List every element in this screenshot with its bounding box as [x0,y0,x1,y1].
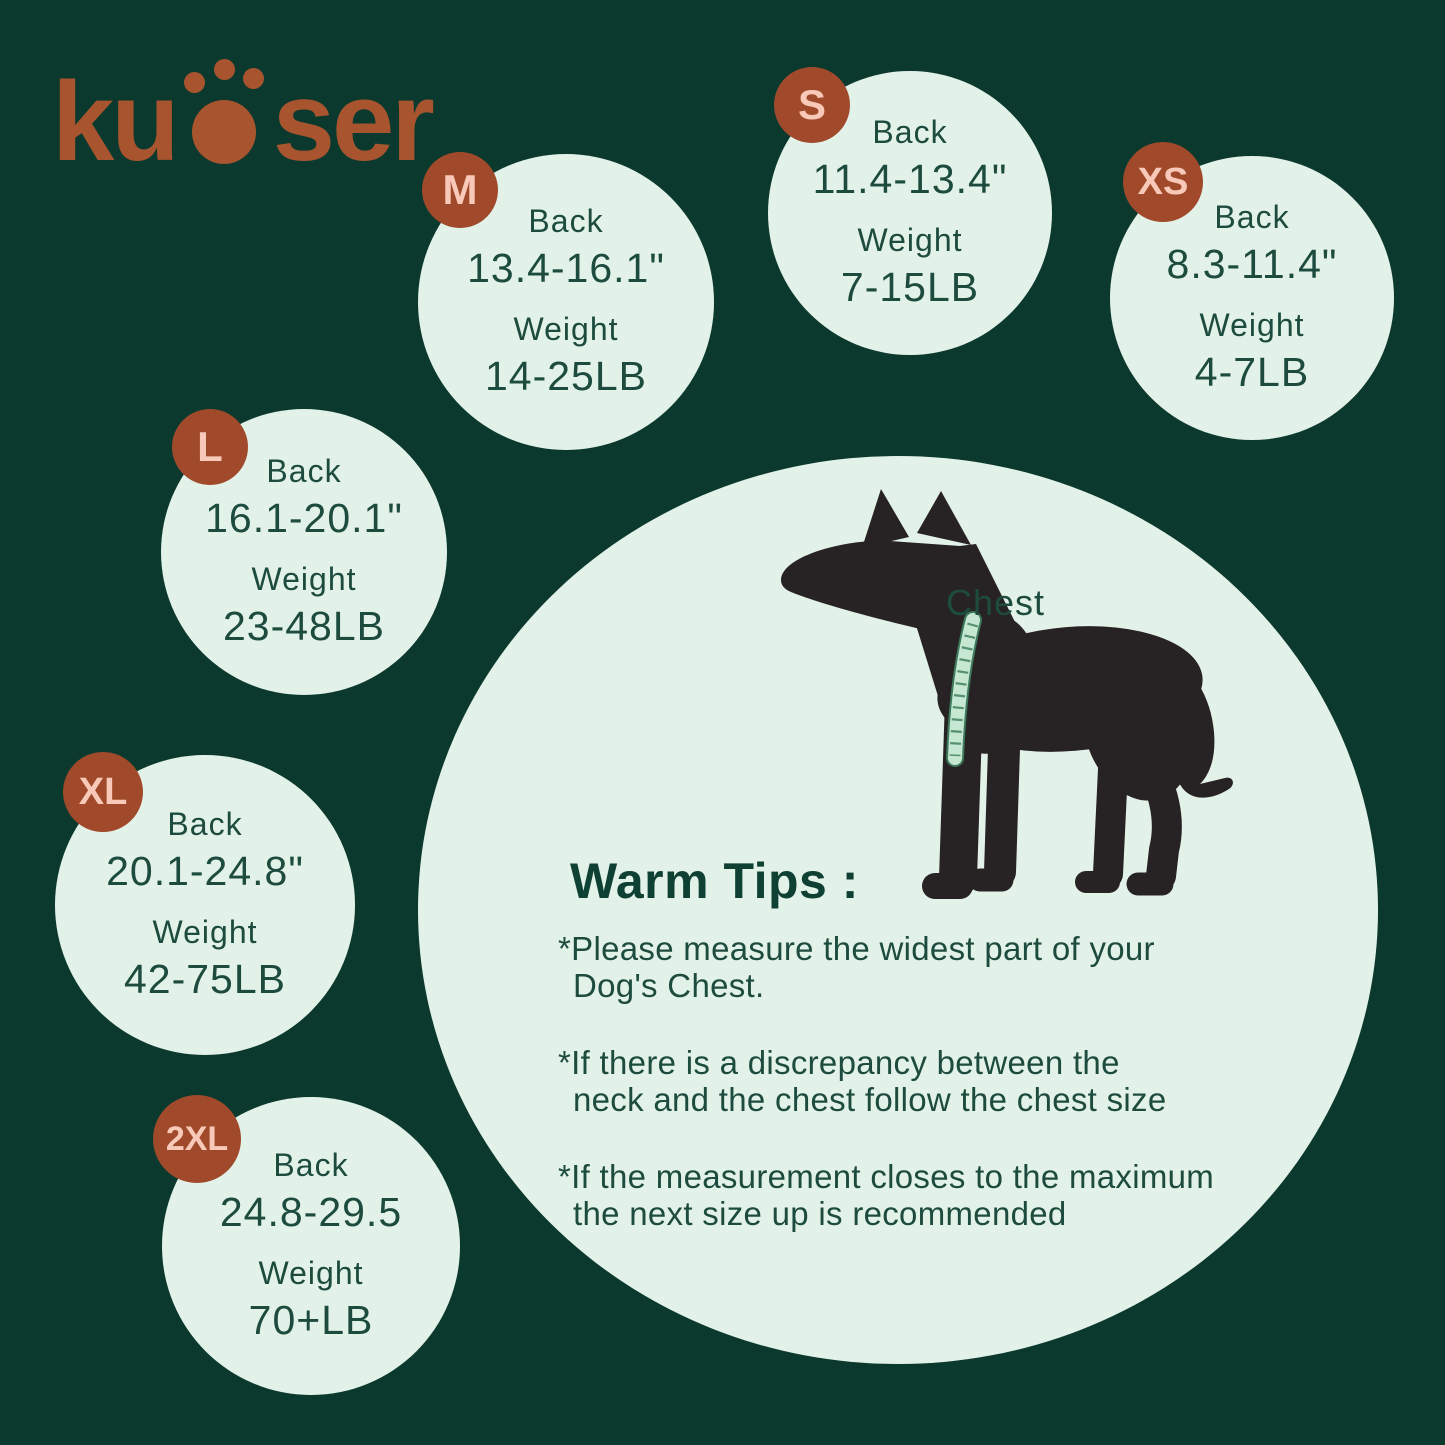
back-label: Back [266,453,342,490]
size-badge-s: S [774,67,850,143]
weight-value: 23-48LB [222,602,385,649]
warm-tips-heading: Warm Tips : [570,853,859,909]
size-badge-xl: XL [63,752,143,832]
back-value: 8.3-11.4" [1166,240,1338,287]
size-info-m: Back 13.4-16.1" Weight 14-25LB [418,154,714,450]
weight-label: Weight [258,1255,364,1291]
dog-ear [917,491,971,545]
back-label: Back [273,1147,349,1184]
paw-toe [242,68,264,89]
weight-label: Weight [152,914,258,950]
back-value: 16.1-20.1" [205,494,403,541]
tip-line: *Please measure the widest part of your [558,930,1155,967]
size-circle-2xl: Back 24.8-29.5 Weight 70+LB 2XL [153,1095,460,1395]
paw-toe [213,59,235,80]
size-info-s: Back 11.4-13.4" Weight 7-15LB [768,71,1052,355]
paw-print-icon [181,58,269,164]
back-value: 11.4-13.4" [812,155,1008,202]
measuring-tape-icon [946,611,982,767]
size-circle-xl: Back 20.1-24.8" Weight 42-75LB XL [55,752,355,1055]
size-badge-2xl: 2XL [153,1095,241,1183]
dog-head [781,489,991,633]
size-circle-l: Back 16.1-20.1" Weight 23-48LB L [161,409,447,695]
warm-tips-list: *Please measure the widest part of your … [558,930,1298,1272]
weight-value: 42-75LB [123,955,286,1002]
dog-silhouette-graphic [778,486,1233,906]
chest-label: Chest [946,582,1046,623]
weight-label: Weight [1199,307,1305,343]
back-value: 13.4-16.1" [467,244,665,291]
size-circle-s: Back 11.4-13.4" Weight 7-15LB S [768,67,1052,355]
back-label: Back [872,114,948,151]
tip-item: *If the measurement closes to the maximu… [558,1158,1298,1232]
brand-logo: ku ser [52,58,435,184]
measuring-guide-circle: Chest Warm Tips : *Please measure the wi… [418,456,1378,1364]
weight-value: 7-15LB [840,263,980,310]
size-circle-m: Back 13.4-16.1" Weight 14-25LB M [418,152,714,450]
back-value: 24.8-29.5 [219,1188,403,1235]
tip-line: *If there is a discrepancy between the [558,1044,1120,1081]
weight-label: Weight [857,222,963,258]
weight-value: 70+LB [248,1296,374,1343]
tip-line: the next size up is recommended [573,1195,1067,1232]
weight-value: 4-7LB [1194,348,1310,395]
paw-pad [191,100,256,164]
size-circle-xs: Back 8.3-11.4" Weight 4-7LB XS [1110,142,1394,440]
tip-line: Dog's Chest. [573,967,765,1004]
logo-text-ku: ku [52,59,180,184]
tip-item: *Please measure the widest part of your … [558,930,1298,1004]
logo-text-ser: ser [272,59,435,184]
weight-label: Weight [513,311,619,347]
back-label: Back [1214,199,1290,236]
back-label: Back [167,806,243,843]
paw-toe [183,72,205,93]
size-badge-xs: XS [1123,142,1203,222]
dog-ear [862,489,909,548]
size-badge-l: L [172,409,248,485]
tip-item: *If there is a discrepancy between the n… [558,1044,1298,1118]
tip-line: *If the measurement closes to the maximu… [558,1158,1215,1195]
back-value: 20.1-24.8" [106,847,304,894]
weight-label: Weight [251,561,357,597]
weight-value: 14-25LB [484,352,647,399]
back-label: Back [528,203,604,240]
size-badge-m: M [422,152,498,228]
dog-silhouette-svg [781,489,1233,899]
tip-line: neck and the chest follow the chest size [573,1081,1167,1118]
